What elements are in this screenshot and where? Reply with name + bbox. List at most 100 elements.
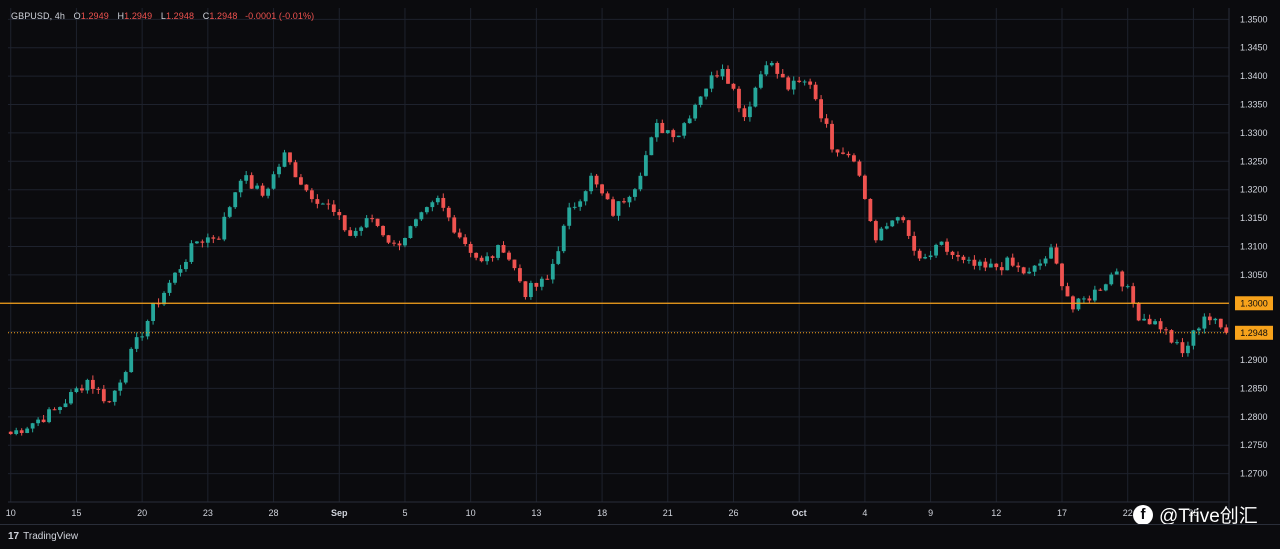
- close-key: C: [202, 11, 210, 21]
- x-tick-label: 10: [466, 508, 476, 518]
- candle-body: [813, 84, 818, 100]
- candle-body: [216, 238, 221, 240]
- candle-body: [326, 203, 331, 205]
- candle-body: [704, 88, 709, 97]
- candle-body: [556, 251, 561, 264]
- candle-body: [1054, 247, 1059, 264]
- tradingview-label: TradingView: [23, 531, 79, 542]
- candle-body: [200, 241, 205, 243]
- candle-body: [238, 180, 243, 193]
- candle-body: [923, 257, 928, 259]
- open-value: 1.2949: [80, 11, 109, 21]
- x-tick-label: 5: [402, 508, 407, 518]
- x-tick-label: 25: [1188, 508, 1198, 518]
- candle-body: [682, 123, 687, 136]
- last-price-label: 1.2948: [1240, 328, 1268, 338]
- y-tick-label: 1.2800: [1240, 412, 1268, 422]
- candle-body: [375, 218, 380, 226]
- candle-body: [906, 220, 911, 236]
- symbol-label: GBPUSD, 4h: [11, 11, 66, 21]
- candle-body: [112, 390, 117, 402]
- candle-body: [1169, 330, 1174, 343]
- candle-body: [1125, 286, 1130, 288]
- candle-body: [654, 122, 659, 138]
- candle-body: [1109, 274, 1114, 285]
- candle-body: [791, 80, 796, 90]
- candle-body: [304, 184, 309, 191]
- candle-body: [578, 201, 583, 207]
- candle-body: [441, 197, 446, 208]
- candle-body: [260, 185, 265, 196]
- candle-body: [764, 65, 769, 75]
- candle-body: [895, 217, 900, 221]
- candle-body: [178, 269, 183, 273]
- candle-body: [611, 199, 615, 216]
- candle-body: [490, 256, 495, 258]
- candle-body: [145, 320, 150, 337]
- y-tick-label: 1.2900: [1240, 355, 1268, 365]
- candle-body: [381, 225, 385, 236]
- change-value: -0.0001 (-0.01%): [245, 11, 315, 21]
- candle-body: [403, 237, 407, 246]
- open-key: O: [73, 11, 81, 21]
- candle-body: [424, 207, 429, 213]
- candle-body: [47, 409, 51, 423]
- price-chart[interactable]: 1.27001.27501.28001.28501.29001.29501.30…: [0, 0, 1280, 524]
- candle-body: [162, 292, 166, 305]
- candle-body: [1049, 247, 1053, 259]
- watermark-text: @Trive创汇: [1159, 506, 1258, 527]
- candle-body: [101, 389, 106, 402]
- candle-body: [1092, 289, 1097, 301]
- x-tick-label: 22: [1123, 508, 1133, 518]
- y-tick-label: 1.3400: [1240, 71, 1268, 81]
- candle-body: [1043, 258, 1048, 264]
- candle-body: [649, 137, 654, 156]
- candle-body: [397, 243, 402, 246]
- candle-body: [846, 153, 851, 156]
- candle-body: [255, 185, 260, 189]
- candle-body: [468, 244, 473, 253]
- candle-body: [151, 303, 156, 321]
- y-tick-label: 1.3100: [1240, 241, 1268, 251]
- candle-body: [676, 135, 681, 138]
- candle-body: [901, 217, 906, 221]
- candle-body: [967, 259, 971, 261]
- candle-body: [211, 237, 216, 239]
- last-price-tag: [1235, 325, 1273, 340]
- candle-body: [605, 193, 610, 200]
- candle-body: [1032, 265, 1037, 272]
- candle-body: [479, 257, 484, 262]
- candle-body: [85, 379, 90, 391]
- x-tick-label: 10: [6, 508, 16, 518]
- candle-body: [567, 207, 572, 226]
- candle-body: [452, 217, 457, 233]
- tradingview-logo[interactable]: 17 TradingView: [8, 531, 78, 542]
- candle-body: [36, 419, 41, 424]
- candle-body: [671, 130, 676, 138]
- candle-body: [474, 252, 479, 258]
- candle-body: [758, 74, 763, 88]
- candle-body: [309, 190, 314, 200]
- candle-body: [994, 263, 999, 268]
- candle-body: [961, 256, 966, 260]
- tradingview-icon: 17: [8, 531, 20, 542]
- level-line-label: 1.3000: [1240, 298, 1268, 308]
- candle-body: [1131, 286, 1136, 304]
- candle-body: [69, 392, 73, 404]
- candle-body: [419, 212, 424, 220]
- candle-body: [747, 106, 752, 118]
- x-tick-label: 20: [137, 508, 147, 518]
- candle-body: [720, 68, 725, 77]
- candle-body: [507, 252, 511, 260]
- candle-body: [912, 235, 917, 251]
- candle-body: [917, 250, 922, 259]
- candle-body: [972, 259, 977, 266]
- candle-body: [58, 407, 62, 411]
- candle-body: [1098, 289, 1103, 291]
- candle-body: [753, 87, 758, 107]
- candle-body: [184, 261, 188, 270]
- x-tick-label: 23: [203, 508, 213, 518]
- candle-body: [342, 215, 347, 231]
- candle-body: [80, 388, 84, 391]
- candle-body: [731, 83, 736, 89]
